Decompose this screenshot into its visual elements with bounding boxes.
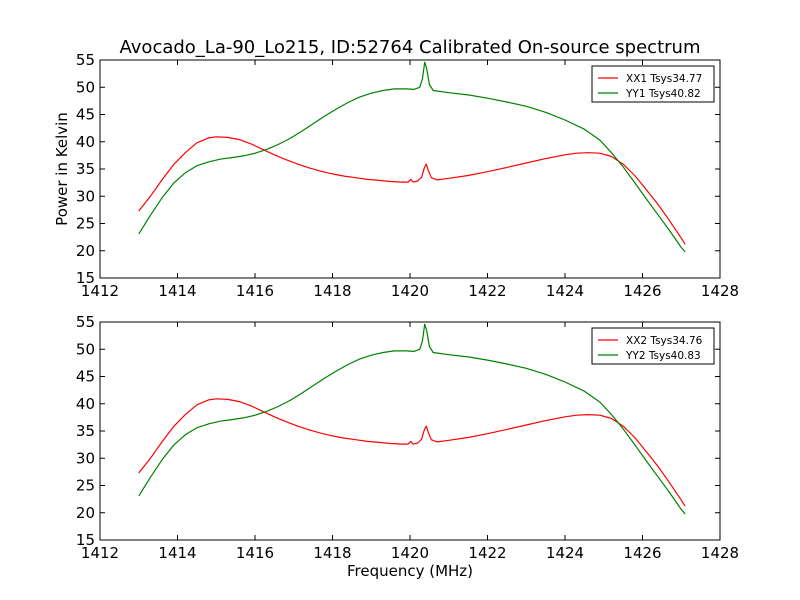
bottom-y-tick-label: 20 <box>76 504 95 522</box>
top-spectrum-panel: 1412 1414 1416 1418 1420 1422 1424 1426 1428 15 20… <box>76 51 739 300</box>
bottom-y-tick-label: 35 <box>76 422 95 440</box>
bottom-x-tick-label: 1428 <box>701 544 739 562</box>
bottom-legend: XX2 Tsys34.76 YY2 Tsys40.83 <box>591 327 715 365</box>
bottom-y-tick-label: 30 <box>76 449 95 467</box>
top-y-tick-label: 25 <box>76 215 95 233</box>
top-y-tick-label: 20 <box>76 242 95 260</box>
bottom-x-tick-label: 1420 <box>391 544 429 562</box>
bottom-y-tick-label: 55 <box>76 313 95 331</box>
bottom-x-tick-label: 1414 <box>158 544 196 562</box>
bottom-x-tick-label: 1422 <box>468 544 506 562</box>
top-y-tick-label: 35 <box>76 160 95 178</box>
top-x-tick-label: 1422 <box>468 282 506 300</box>
top-x-tick-label: 1412 <box>81 282 119 300</box>
top-x-tick-label: 1424 <box>546 282 584 300</box>
bottom-y-tick-label: 25 <box>76 477 95 495</box>
top-x-tick-label: 1426 <box>623 282 661 300</box>
top-y-tick-label: 15 <box>76 269 95 287</box>
bottom-spectrum-panel: 1412 1414 1416 1418 1420 1422 1424 1426 1428 15 20… <box>76 313 739 562</box>
bottom-y-tick-label: 40 <box>76 395 95 413</box>
top-x-tick-label: 1420 <box>391 282 429 300</box>
x-axis-label: Frequency (MHz) <box>347 562 473 580</box>
bottom-x-tick-label: 1416 <box>236 544 274 562</box>
top-y-tick-label: 45 <box>76 106 95 124</box>
top-series-line-1 <box>138 136 686 245</box>
bottom-x-tick-label: 1418 <box>313 544 351 562</box>
bottom-x-tick-label: 1424 <box>546 544 584 562</box>
bottom-y-tick-label: 50 <box>76 340 95 358</box>
bottom-y-tick-label: 45 <box>76 368 95 386</box>
top-x-tick-label: 1414 <box>158 282 196 300</box>
bottom-y-tick-label: 15 <box>76 531 95 549</box>
top-x-tick-label: 1418 <box>313 282 351 300</box>
top-x-tick-label: 1416 <box>236 282 274 300</box>
top-y-tick-label: 30 <box>76 187 95 205</box>
bottom-legend-label-1: XX2 Tsys34.76 <box>626 335 703 347</box>
top-legend-label-1: XX1 Tsys34.77 <box>626 73 702 85</box>
top-y-tick-label: 55 <box>76 51 95 69</box>
top-legend: XX1 Tsys34.77 YY1 Tsys40.82 <box>591 65 715 103</box>
bottom-x-tick-label: 1426 <box>623 544 661 562</box>
bottom-series-line-2 <box>138 323 686 515</box>
top-series-line-2 <box>138 61 686 253</box>
top-y-tick-label: 40 <box>76 133 95 151</box>
bottom-series-line-1 <box>138 398 686 507</box>
bottom-legend-box <box>591 327 715 365</box>
bottom-x-tick-label: 1412 <box>81 544 119 562</box>
top-y-tick-label: 50 <box>76 78 95 96</box>
y-axis-label: Power in Kelvin <box>53 112 71 226</box>
bottom-legend-label-2: YY2 Tsys40.83 <box>625 350 701 362</box>
top-legend-box <box>591 65 715 103</box>
top-legend-label-2: YY1 Tsys40.82 <box>625 88 701 100</box>
top-x-tick-label: 1428 <box>701 282 739 300</box>
figure-title: Avocado_La-90_Lo215, ID:52764 Calibrated… <box>120 37 701 58</box>
